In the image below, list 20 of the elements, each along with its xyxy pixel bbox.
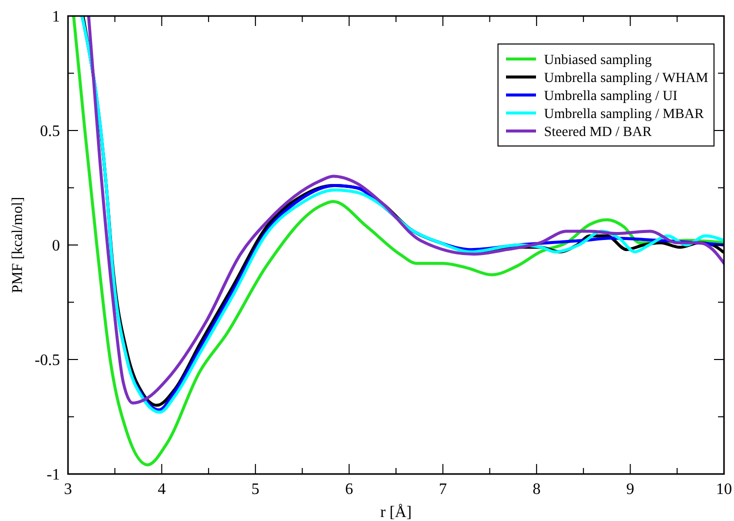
- legend-label: Unbiased sampling: [544, 52, 652, 68]
- y-tick-label: -1: [46, 466, 60, 484]
- x-tick-label: 3: [64, 481, 72, 498]
- x-axis-title: r [Å]: [380, 503, 412, 521]
- x-tick-label: 5: [251, 481, 260, 498]
- legend-label: Umbrella sampling / MBAR: [544, 106, 704, 122]
- x-tick-label: 10: [716, 481, 732, 498]
- y-tick-label: 0: [52, 238, 60, 255]
- x-tick-label: 8: [532, 481, 541, 498]
- legend-label: Steered MD / BAR: [544, 124, 652, 140]
- y-tick-label: -0.5: [34, 352, 60, 370]
- x-tick-label: 4: [158, 481, 166, 498]
- legend-label: Umbrella sampling / UI: [544, 88, 678, 104]
- x-tick-label: 7: [438, 481, 447, 498]
- y-axis-title: PMF [kcal/mol]: [10, 196, 26, 294]
- x-tick-label: 6: [345, 481, 354, 498]
- legend-label: Umbrella sampling / WHAM: [544, 70, 709, 86]
- x-tick-label: 9: [626, 481, 634, 498]
- y-tick-label: 0.5: [40, 123, 60, 140]
- y-tick-label: 1: [52, 8, 60, 26]
